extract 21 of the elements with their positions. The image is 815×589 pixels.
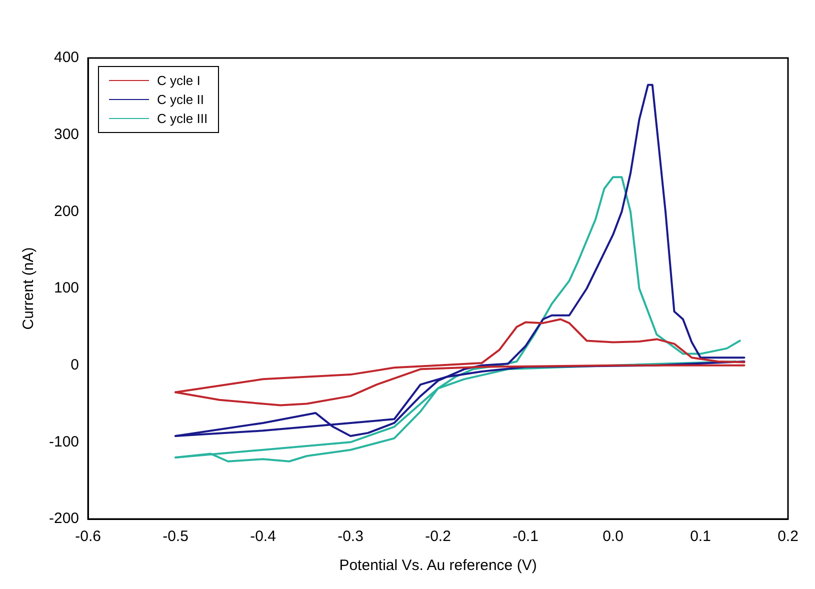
y-axis-title: Current (nA) — [20, 247, 38, 330]
x-tick-label: -0.2 — [425, 528, 451, 546]
x-axis-title: Potential Vs. Au reference (V) — [339, 557, 537, 574]
legend-label: C ycle II — [157, 91, 204, 109]
y-tick-label: 400 — [54, 49, 80, 66]
y-tick-label: -100 — [48, 433, 80, 450]
x-tick-label: 0.0 — [602, 528, 624, 546]
x-tick-label: -0.6 — [75, 528, 101, 546]
legend-label: C ycle III — [157, 110, 208, 128]
x-tick-label: -0.5 — [162, 528, 188, 546]
x-tick-label: 0.2 — [778, 528, 798, 546]
y-tick-label: -200 — [48, 510, 80, 528]
x-tick-label: -0.3 — [338, 528, 364, 546]
y-tick-label: 200 — [54, 202, 80, 220]
y-tick-label: 300 — [54, 126, 80, 143]
y-tick-label: 0 — [70, 356, 80, 374]
legend-label: C ycle I — [157, 72, 200, 90]
y-tick-label: 100 — [54, 280, 80, 297]
x-tick-label: -0.4 — [250, 528, 276, 546]
x-tick-label: 0.1 — [690, 528, 711, 546]
x-tick-label: -0.1 — [512, 528, 538, 546]
